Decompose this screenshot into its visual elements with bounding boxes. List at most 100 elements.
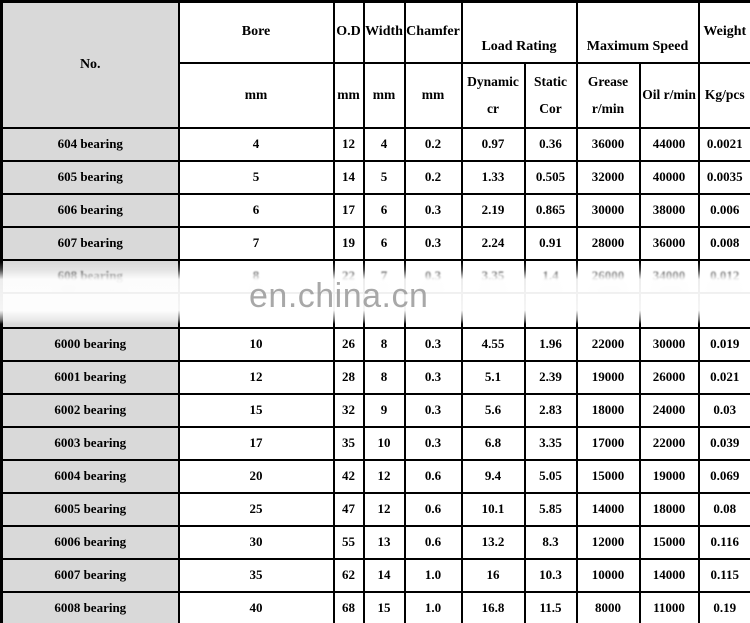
- col-header-weight: Weight: [697, 0, 750, 64]
- cell-grease: 36000: [575, 126, 641, 162]
- cell-text: 62: [342, 567, 355, 582]
- cell-bore: 8: [177, 258, 335, 294]
- row-label-cell: 6007 bearing: [0, 557, 180, 593]
- cell-weight: 0.08: [697, 491, 750, 527]
- cell-text: 6003 bearing: [54, 435, 127, 450]
- cell-width: 8: [362, 326, 406, 362]
- cell-chamfer: 1.0: [403, 557, 463, 593]
- cell-dynamic-cr: 10.1: [460, 491, 526, 527]
- cell-bore: 10: [177, 326, 335, 362]
- cell-text: 0.006: [710, 202, 740, 217]
- row-label-cell: 6003 bearing: [0, 425, 180, 461]
- cell-text: 6: [380, 235, 388, 250]
- table-row-obscured: 608 bearing 8 22 7 0.3 3.35 1.4 26000 34000 0.012: [0, 258, 750, 294]
- cell-dynamic-cr: 3.35: [460, 258, 526, 294]
- cell-width: 4: [362, 126, 406, 162]
- cell-oil: 11000: [638, 590, 700, 623]
- cell-weight: 0.008: [697, 225, 750, 261]
- cell-text: 47: [342, 501, 355, 516]
- cell-grease: 15000: [575, 458, 641, 494]
- cell-grease: 19000: [575, 359, 641, 395]
- col-header-oil-rmin: Oil r/min: [638, 61, 700, 129]
- table-body: 604 bearing 4 12 4 0.2 0.97 0.36 36000 44000 0.00…: [0, 126, 750, 623]
- cell-width: 12: [362, 458, 406, 494]
- cell-bore: 35: [177, 557, 335, 593]
- cell-text: 30000: [591, 202, 625, 217]
- cell-text: 30000: [652, 336, 686, 351]
- cell-bore: 7: [177, 225, 335, 261]
- cell-static-cor: 0.36: [523, 126, 578, 162]
- cell-text: 15000: [591, 468, 625, 483]
- cell-text: 26: [342, 336, 355, 351]
- cell-chamfer: 0.2: [403, 126, 463, 162]
- table-header: No. Bore O.D Width Chamfer Load Rating M…: [0, 0, 750, 129]
- cell-static-cor: 2.83: [523, 392, 578, 428]
- cell-oil: 15000: [638, 524, 700, 560]
- cell-text: 14: [377, 567, 391, 582]
- cell-weight: 0.19: [697, 590, 750, 623]
- cell-oil: 30000: [638, 326, 700, 362]
- cell-od: 12: [332, 126, 365, 162]
- cell-text: 6000 bearing: [54, 336, 127, 351]
- cell-text: 10: [377, 435, 391, 450]
- cell-text: 26000: [591, 268, 625, 283]
- cell-text: 13: [377, 534, 391, 549]
- cell-grease: 28000: [575, 225, 641, 261]
- cell-text: 11000: [653, 599, 685, 615]
- band-cell: [575, 291, 641, 329]
- cell-text: 0.039: [710, 435, 740, 450]
- cell-static-cor: 8.3: [523, 524, 578, 560]
- cell-text: 36000: [652, 235, 686, 250]
- cell-static-cor: 1.96: [523, 326, 578, 362]
- cell-chamfer: 0.3: [403, 425, 463, 461]
- cell-text: 17: [249, 435, 263, 450]
- cell-weight: 0.069: [697, 458, 750, 494]
- cell-text: 15: [249, 402, 263, 417]
- cell-text: 6: [380, 202, 388, 217]
- cell-text: 5: [252, 169, 260, 184]
- cell-text: 12: [249, 369, 263, 384]
- cell-text: 8: [380, 336, 388, 351]
- cell-text: 6.8: [484, 435, 502, 450]
- cell-text: 16: [486, 567, 500, 582]
- cell-text: 28: [342, 369, 355, 384]
- col-header-load-rating: Load Rating: [460, 0, 578, 64]
- row-label-cell: 6001 bearing: [0, 359, 180, 395]
- table-row: 606 bearing 6 17 6 0.3 2.19 0.865 30000 38000 0.0…: [0, 192, 750, 228]
- cell-static-cor: 10.3: [523, 557, 578, 593]
- cell-static-cor: 5.05: [523, 458, 578, 494]
- cell-od: 42: [332, 458, 365, 494]
- cell-dynamic-cr: 16: [460, 557, 526, 593]
- cell-text: 10000: [591, 567, 625, 582]
- cell-text: 11.5: [539, 599, 562, 615]
- unit-header-weight: Kg/pcs: [697, 61, 750, 129]
- cell-text: 0.03: [713, 402, 737, 417]
- cell-text: 5: [380, 169, 388, 184]
- cell-od: 32: [332, 392, 365, 428]
- table-row: 605 bearing 5 14 5 0.2 1.33 0.505 32000 40000 0.0…: [0, 159, 750, 195]
- cell-static-cor: 11.5: [523, 590, 578, 623]
- cell-text: 0.0035: [706, 169, 743, 184]
- static-label-line1: Static: [534, 74, 567, 89]
- cell-text: 0.19: [713, 599, 737, 615]
- cell-text: 26000: [652, 369, 686, 384]
- cell-text: 28000: [591, 235, 625, 250]
- cell-text: 5.05: [539, 468, 562, 483]
- cell-text: 12: [342, 136, 355, 151]
- cell-static-cor: 0.91: [523, 225, 578, 261]
- cell-text: 0.865: [535, 202, 566, 217]
- table-row: 6004 bearing 20 42 12 0.6 9.4 5.05 15000 19000 0.…: [0, 458, 750, 494]
- row-label-cell: 6004 bearing: [0, 458, 180, 494]
- band-cell: [523, 291, 578, 329]
- cell-text: 38000: [652, 202, 686, 217]
- cell-text: 15: [377, 599, 391, 615]
- cell-dynamic-cr: 4.55: [460, 326, 526, 362]
- cell-text: 1.33: [481, 169, 505, 184]
- cell-text: 10: [249, 336, 263, 351]
- cell-chamfer: 0.3: [403, 225, 463, 261]
- cell-weight: 0.0021: [697, 126, 750, 162]
- cell-oil: 14000: [638, 557, 700, 593]
- cell-width: 8: [362, 359, 406, 395]
- cell-text: 10.3: [539, 567, 562, 582]
- header-row-1: No. Bore O.D Width Chamfer Load Rating M…: [0, 0, 750, 129]
